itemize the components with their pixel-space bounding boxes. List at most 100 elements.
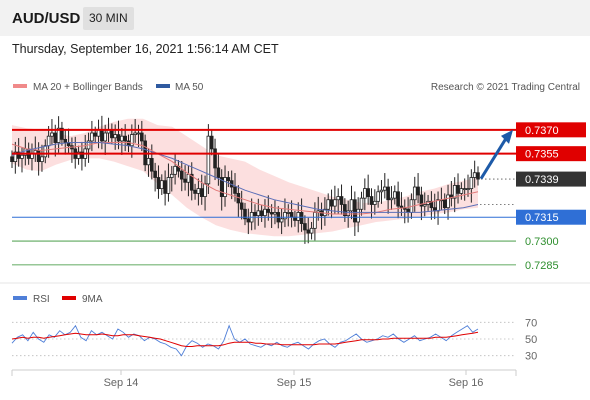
candle-body xyxy=(80,151,84,159)
forecast-arrow-shaft xyxy=(479,136,509,180)
candle-body xyxy=(123,135,127,142)
candle xyxy=(219,169,224,211)
candle-body xyxy=(103,132,108,142)
candle xyxy=(386,178,390,214)
candle xyxy=(279,208,284,235)
candle-body xyxy=(216,167,221,178)
candle xyxy=(113,124,117,150)
header-bar: AUD/USD 30 MIN xyxy=(0,0,590,36)
candle-body xyxy=(223,177,227,197)
candle xyxy=(356,197,360,233)
candle xyxy=(199,174,204,205)
candle-body xyxy=(149,158,154,172)
candle xyxy=(469,169,474,203)
current-price-label: 0.7339 xyxy=(525,174,559,186)
ma9-legend-label: 9MA xyxy=(82,294,103,305)
candle xyxy=(419,186,424,221)
candle-body xyxy=(476,172,480,180)
level-label: 0.7315 xyxy=(525,212,559,224)
candle xyxy=(366,174,370,205)
candle xyxy=(223,165,227,207)
candle-body xyxy=(169,173,174,178)
candle-body xyxy=(392,191,397,199)
candle-body xyxy=(269,212,274,215)
candle-body xyxy=(416,186,420,196)
forecast-arrow-head xyxy=(501,129,513,144)
candle xyxy=(466,174,470,197)
candle xyxy=(339,184,344,215)
price-plot: 0.7370 0.7355 0.7315 0.7300 0.7285 0.7339 xyxy=(10,115,586,272)
candle-body xyxy=(233,186,237,194)
timeframe-badge[interactable]: 30 MIN xyxy=(83,7,134,30)
candle xyxy=(266,195,271,221)
candle xyxy=(159,174,164,195)
candle-body xyxy=(346,210,350,217)
candle-body xyxy=(379,189,384,193)
level-label: 0.7285 xyxy=(525,260,559,272)
candle-body xyxy=(436,199,440,212)
candle xyxy=(206,124,211,195)
candle-body xyxy=(283,212,287,220)
candle xyxy=(389,186,394,210)
candle-body xyxy=(133,132,137,135)
candle xyxy=(373,189,377,215)
candle-body xyxy=(369,196,374,205)
chart-svg: Thursday, September 16, 2021 1:56:14 AM … xyxy=(0,42,590,389)
x-axis-label: Sep 15 xyxy=(277,377,312,389)
candle-body xyxy=(126,140,131,147)
candle xyxy=(80,141,84,171)
candle xyxy=(90,120,94,152)
x-axis-label: Sep 14 xyxy=(104,377,139,389)
candle xyxy=(243,202,247,226)
candle-body xyxy=(179,170,184,180)
rsi-legend-label: RSI xyxy=(33,294,50,305)
rsi-line xyxy=(11,324,479,357)
candle-body xyxy=(76,151,81,159)
candle-body xyxy=(273,212,277,215)
candle xyxy=(363,178,367,211)
candle-body xyxy=(53,132,58,143)
candle xyxy=(476,166,480,186)
candle xyxy=(452,177,457,213)
candle-body xyxy=(166,177,171,194)
candle-body xyxy=(146,158,151,166)
candle-body xyxy=(442,199,447,209)
candle xyxy=(306,217,311,244)
candle-body xyxy=(303,223,307,231)
candle xyxy=(193,183,197,200)
candle xyxy=(459,182,464,200)
candle-body xyxy=(466,188,470,191)
candle xyxy=(16,138,21,167)
candle xyxy=(442,193,447,215)
candle-body xyxy=(286,212,291,214)
candle xyxy=(472,160,477,188)
candle-body xyxy=(382,186,387,191)
candle xyxy=(379,180,384,204)
candle-body xyxy=(373,200,377,205)
level-label-box xyxy=(516,122,586,138)
datetime-text: Thursday, September 16, 2021 1:56:14 AM … xyxy=(12,42,279,56)
candle xyxy=(323,197,327,226)
candle-body xyxy=(462,188,467,191)
x-axis-label: Sep 16 xyxy=(449,377,484,389)
candle-body xyxy=(203,183,207,197)
rsi-tick-label: 30 xyxy=(525,351,537,363)
current-price-box xyxy=(516,171,586,187)
candle-body xyxy=(156,177,161,190)
candle-body xyxy=(256,210,261,217)
ma50-legend-label: MA 50 xyxy=(175,82,204,93)
candle-body xyxy=(243,208,247,220)
candle-body xyxy=(336,196,340,201)
candle xyxy=(20,146,24,173)
candle-body xyxy=(226,177,231,182)
candle-body xyxy=(386,186,390,201)
candle xyxy=(213,138,217,181)
candle-body xyxy=(90,132,94,142)
candle-body xyxy=(10,156,14,163)
candle-body xyxy=(446,194,450,209)
candle xyxy=(63,129,68,155)
candle-body xyxy=(246,218,251,223)
candle xyxy=(326,193,331,216)
candle xyxy=(256,198,261,226)
candle-body xyxy=(219,177,224,197)
